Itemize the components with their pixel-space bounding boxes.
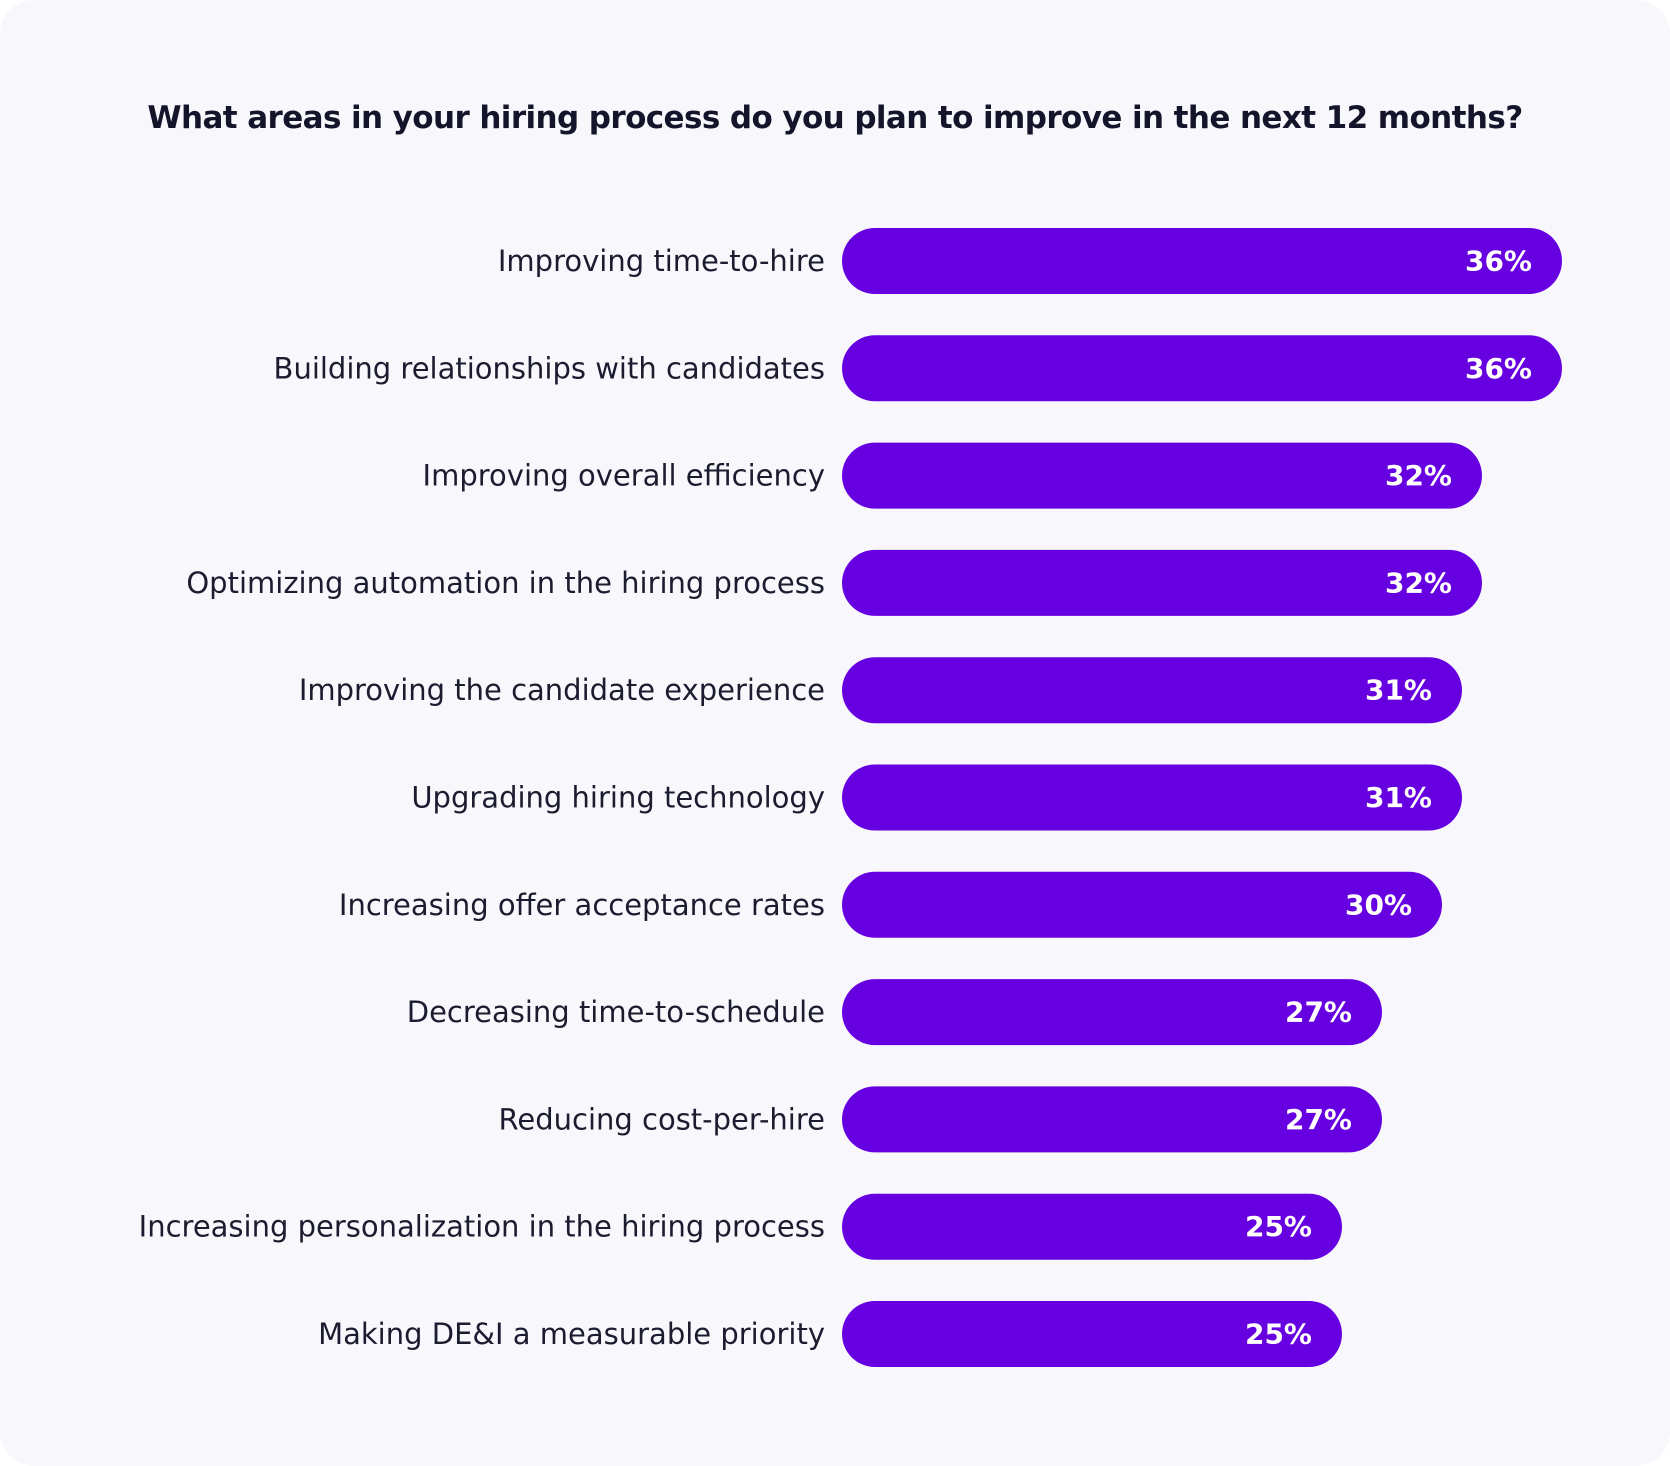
category-label: Building relationships with candidates bbox=[274, 351, 825, 385]
bar-row: Increasing personalization in the hiring… bbox=[139, 1193, 1342, 1260]
category-label: Increasing offer acceptance rates bbox=[339, 888, 825, 922]
category-label: Optimizing automation in the hiring proc… bbox=[186, 566, 825, 600]
bar-row: Improving overall efficiency 32% bbox=[423, 442, 1482, 509]
value-label: 27% bbox=[1285, 996, 1352, 1029]
bar bbox=[842, 1193, 1342, 1260]
bar bbox=[842, 871, 1442, 938]
category-label: Improving overall efficiency bbox=[423, 459, 825, 493]
bar bbox=[842, 442, 1482, 509]
category-label: Improving the candidate experience bbox=[299, 673, 825, 707]
value-label: 25% bbox=[1245, 1210, 1312, 1243]
category-label: Improving time-to-hire bbox=[498, 244, 825, 278]
bar-row: Decreasing time-to-schedule 27% bbox=[407, 979, 1382, 1046]
bar bbox=[842, 1301, 1342, 1367]
chart-title: What areas in your hiring process do you… bbox=[147, 100, 1523, 136]
bar bbox=[842, 335, 1562, 402]
category-label: Increasing personalization in the hiring… bbox=[139, 1210, 825, 1244]
value-label: 31% bbox=[1365, 674, 1432, 707]
value-label: 25% bbox=[1245, 1318, 1312, 1351]
bar bbox=[842, 764, 1462, 831]
category-label: Upgrading hiring technology bbox=[411, 781, 825, 815]
value-label: 30% bbox=[1345, 888, 1412, 921]
bar-row: Increasing offer acceptance rates 30% bbox=[339, 871, 1442, 938]
bar bbox=[842, 549, 1482, 616]
bar-row: Reducing cost-per-hire 27% bbox=[499, 1086, 1382, 1153]
bar bbox=[842, 228, 1562, 294]
bar-row: Building relationships with candidates 36… bbox=[274, 335, 1562, 402]
bar bbox=[842, 979, 1382, 1046]
value-label: 32% bbox=[1385, 459, 1452, 492]
bar-row: Improving the candidate experience 31% bbox=[299, 657, 1462, 724]
bar-row: Upgrading hiring technology 31% bbox=[411, 764, 1462, 831]
value-label: 31% bbox=[1365, 781, 1432, 814]
bar bbox=[842, 657, 1462, 724]
category-label: Decreasing time-to-schedule bbox=[407, 995, 825, 1029]
bar-row: Optimizing automation in the hiring proc… bbox=[186, 549, 1482, 616]
value-label: 27% bbox=[1285, 1103, 1352, 1136]
category-label: Reducing cost-per-hire bbox=[499, 1102, 825, 1136]
value-label: 36% bbox=[1465, 352, 1532, 385]
category-label: Making DE&I a measurable priority bbox=[318, 1317, 825, 1351]
value-label: 36% bbox=[1465, 245, 1532, 278]
value-label: 32% bbox=[1385, 566, 1452, 599]
bar-row: Improving time-to-hire 36% bbox=[498, 228, 1562, 294]
bar-row: Making DE&I a measurable priority 25% bbox=[318, 1301, 1342, 1367]
bar bbox=[842, 1086, 1382, 1153]
